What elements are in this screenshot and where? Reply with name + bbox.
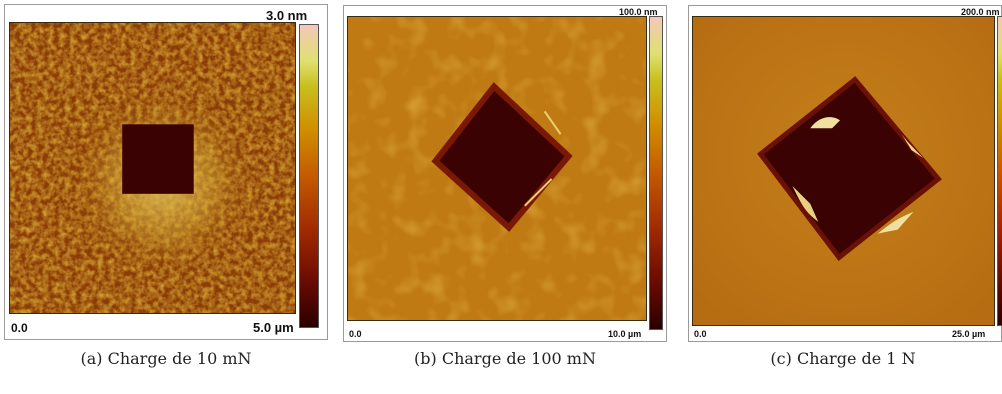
colorbar-b xyxy=(649,16,663,330)
caption-a: (a) Charge de 10 mN xyxy=(0,349,336,368)
afm-topography-c xyxy=(693,17,994,325)
scale-max-a: 3.0 nm xyxy=(266,8,308,23)
afm-image-c xyxy=(692,16,995,326)
panel-c: 200.0 nm 0.0 25.0 µm (c) Charge de 1 N xyxy=(685,0,1002,394)
scale-length-b: 10.0 µm xyxy=(608,329,642,339)
scale-length-c: 25.0 µm xyxy=(952,329,986,339)
caption-text-b: Charge de 100 mN xyxy=(441,349,596,368)
afm-image-b xyxy=(347,16,647,321)
scale-length-a: 5.0 µm xyxy=(253,320,294,335)
colorbar-a xyxy=(299,24,319,328)
scale-max-b: 100.0 nm xyxy=(619,7,658,17)
scale-max-c: 200.0 nm xyxy=(961,7,1000,17)
indent-b xyxy=(431,82,573,232)
afm-image-a xyxy=(9,22,296,314)
caption-c: (c) Charge de 1 N xyxy=(673,349,1002,368)
afm-topography-b xyxy=(348,17,646,320)
caption-text-a: Charge de 10 mN xyxy=(107,349,252,368)
panel-a: 3.0 nm 0.0 5.0 µm (a) Charge de 10 mN xyxy=(0,0,330,394)
caption-b: (b) Charge de 100 mN xyxy=(335,349,675,368)
panel-b: 100.0 nm 0.0 10.0 µm (b) Charge de 100 m… xyxy=(340,0,670,394)
caption-text-c: Charge de 1 N xyxy=(796,349,916,368)
scale-origin-a: 0.0 xyxy=(11,321,28,335)
caption-label-b: (b) xyxy=(414,349,437,368)
scale-origin-c: 0.0 xyxy=(694,329,707,339)
afm-topography-a xyxy=(10,23,295,313)
scale-origin-b: 0.0 xyxy=(349,329,362,339)
colorbar-c xyxy=(997,16,1002,326)
indent-a xyxy=(122,124,194,194)
caption-label-a: (a) xyxy=(80,349,103,368)
caption-label-c: (c) xyxy=(770,349,792,368)
